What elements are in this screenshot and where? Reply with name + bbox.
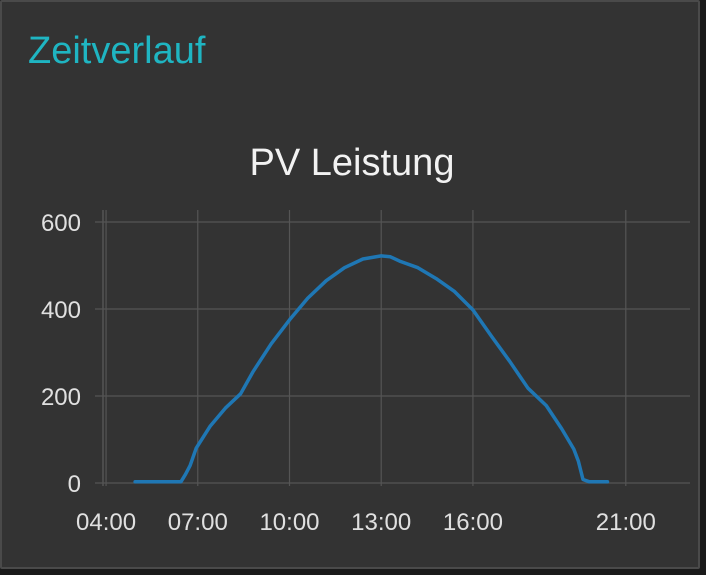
x-tick-label: 21:00 — [596, 509, 656, 536]
series-line-0 — [133, 254, 610, 484]
x-tick-label: 16:00 — [443, 509, 503, 536]
y-tick-label: 0 — [68, 471, 81, 498]
grid-lines — [95, 210, 690, 486]
x-tick-label: 07:00 — [168, 509, 228, 536]
x-tick-label: 13:00 — [351, 509, 411, 536]
y-tick-label: 200 — [41, 384, 81, 411]
y-tick-label: 400 — [41, 297, 81, 324]
axis-tick-labels: 0 200 400 600 04:00 07:00 10:00 13:00 16:00 21:00 — [41, 210, 656, 536]
y-tick-label: 600 — [41, 210, 81, 237]
card-title: Zeitverlauf — [28, 30, 206, 72]
series-layer — [133, 254, 610, 484]
x-tick-label: 10:00 — [259, 509, 319, 536]
chart-title: PV Leistung — [249, 142, 455, 184]
x-tick-label: 04:00 — [76, 509, 136, 536]
